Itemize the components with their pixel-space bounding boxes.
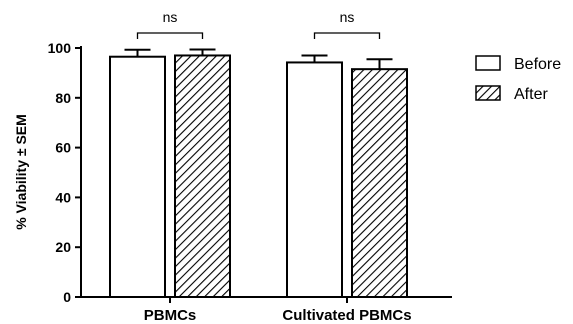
bar-after [174,54,231,298]
y-tick-label: 20 [55,239,71,255]
y-tick-label: 80 [55,90,71,106]
legend-swatch-after [475,85,501,101]
bar-after [351,68,408,299]
y-axis-label: % Viability ± SEM [13,114,29,230]
legend-swatch-before [475,55,501,71]
bar-before [286,61,343,298]
legend-label-after: After [514,86,548,103]
error-bars [124,48,393,70]
y-tick-label: 40 [55,189,71,205]
significance-bracket [313,32,381,39]
y-tick-labels: 0 20 40 60 80 100 [48,40,72,305]
significance-label: ns [163,9,178,25]
x-tick-label: PBMCs [144,307,197,324]
legend: Before After [475,55,561,103]
significance-brackets: ns ns [136,9,381,39]
x-tick-label: Cultivated PBMCs [282,307,411,324]
x-tick-labels: PBMCs Cultivated PBMCs [144,307,412,324]
y-tick-label: 100 [48,40,72,56]
significance-label: ns [340,9,355,25]
significance-bracket [136,32,204,39]
bar-before [109,55,166,299]
y-tick-label: 60 [55,140,71,156]
y-tick-label: 0 [63,289,71,305]
bars [109,54,408,299]
legend-label-before: Before [514,56,561,73]
